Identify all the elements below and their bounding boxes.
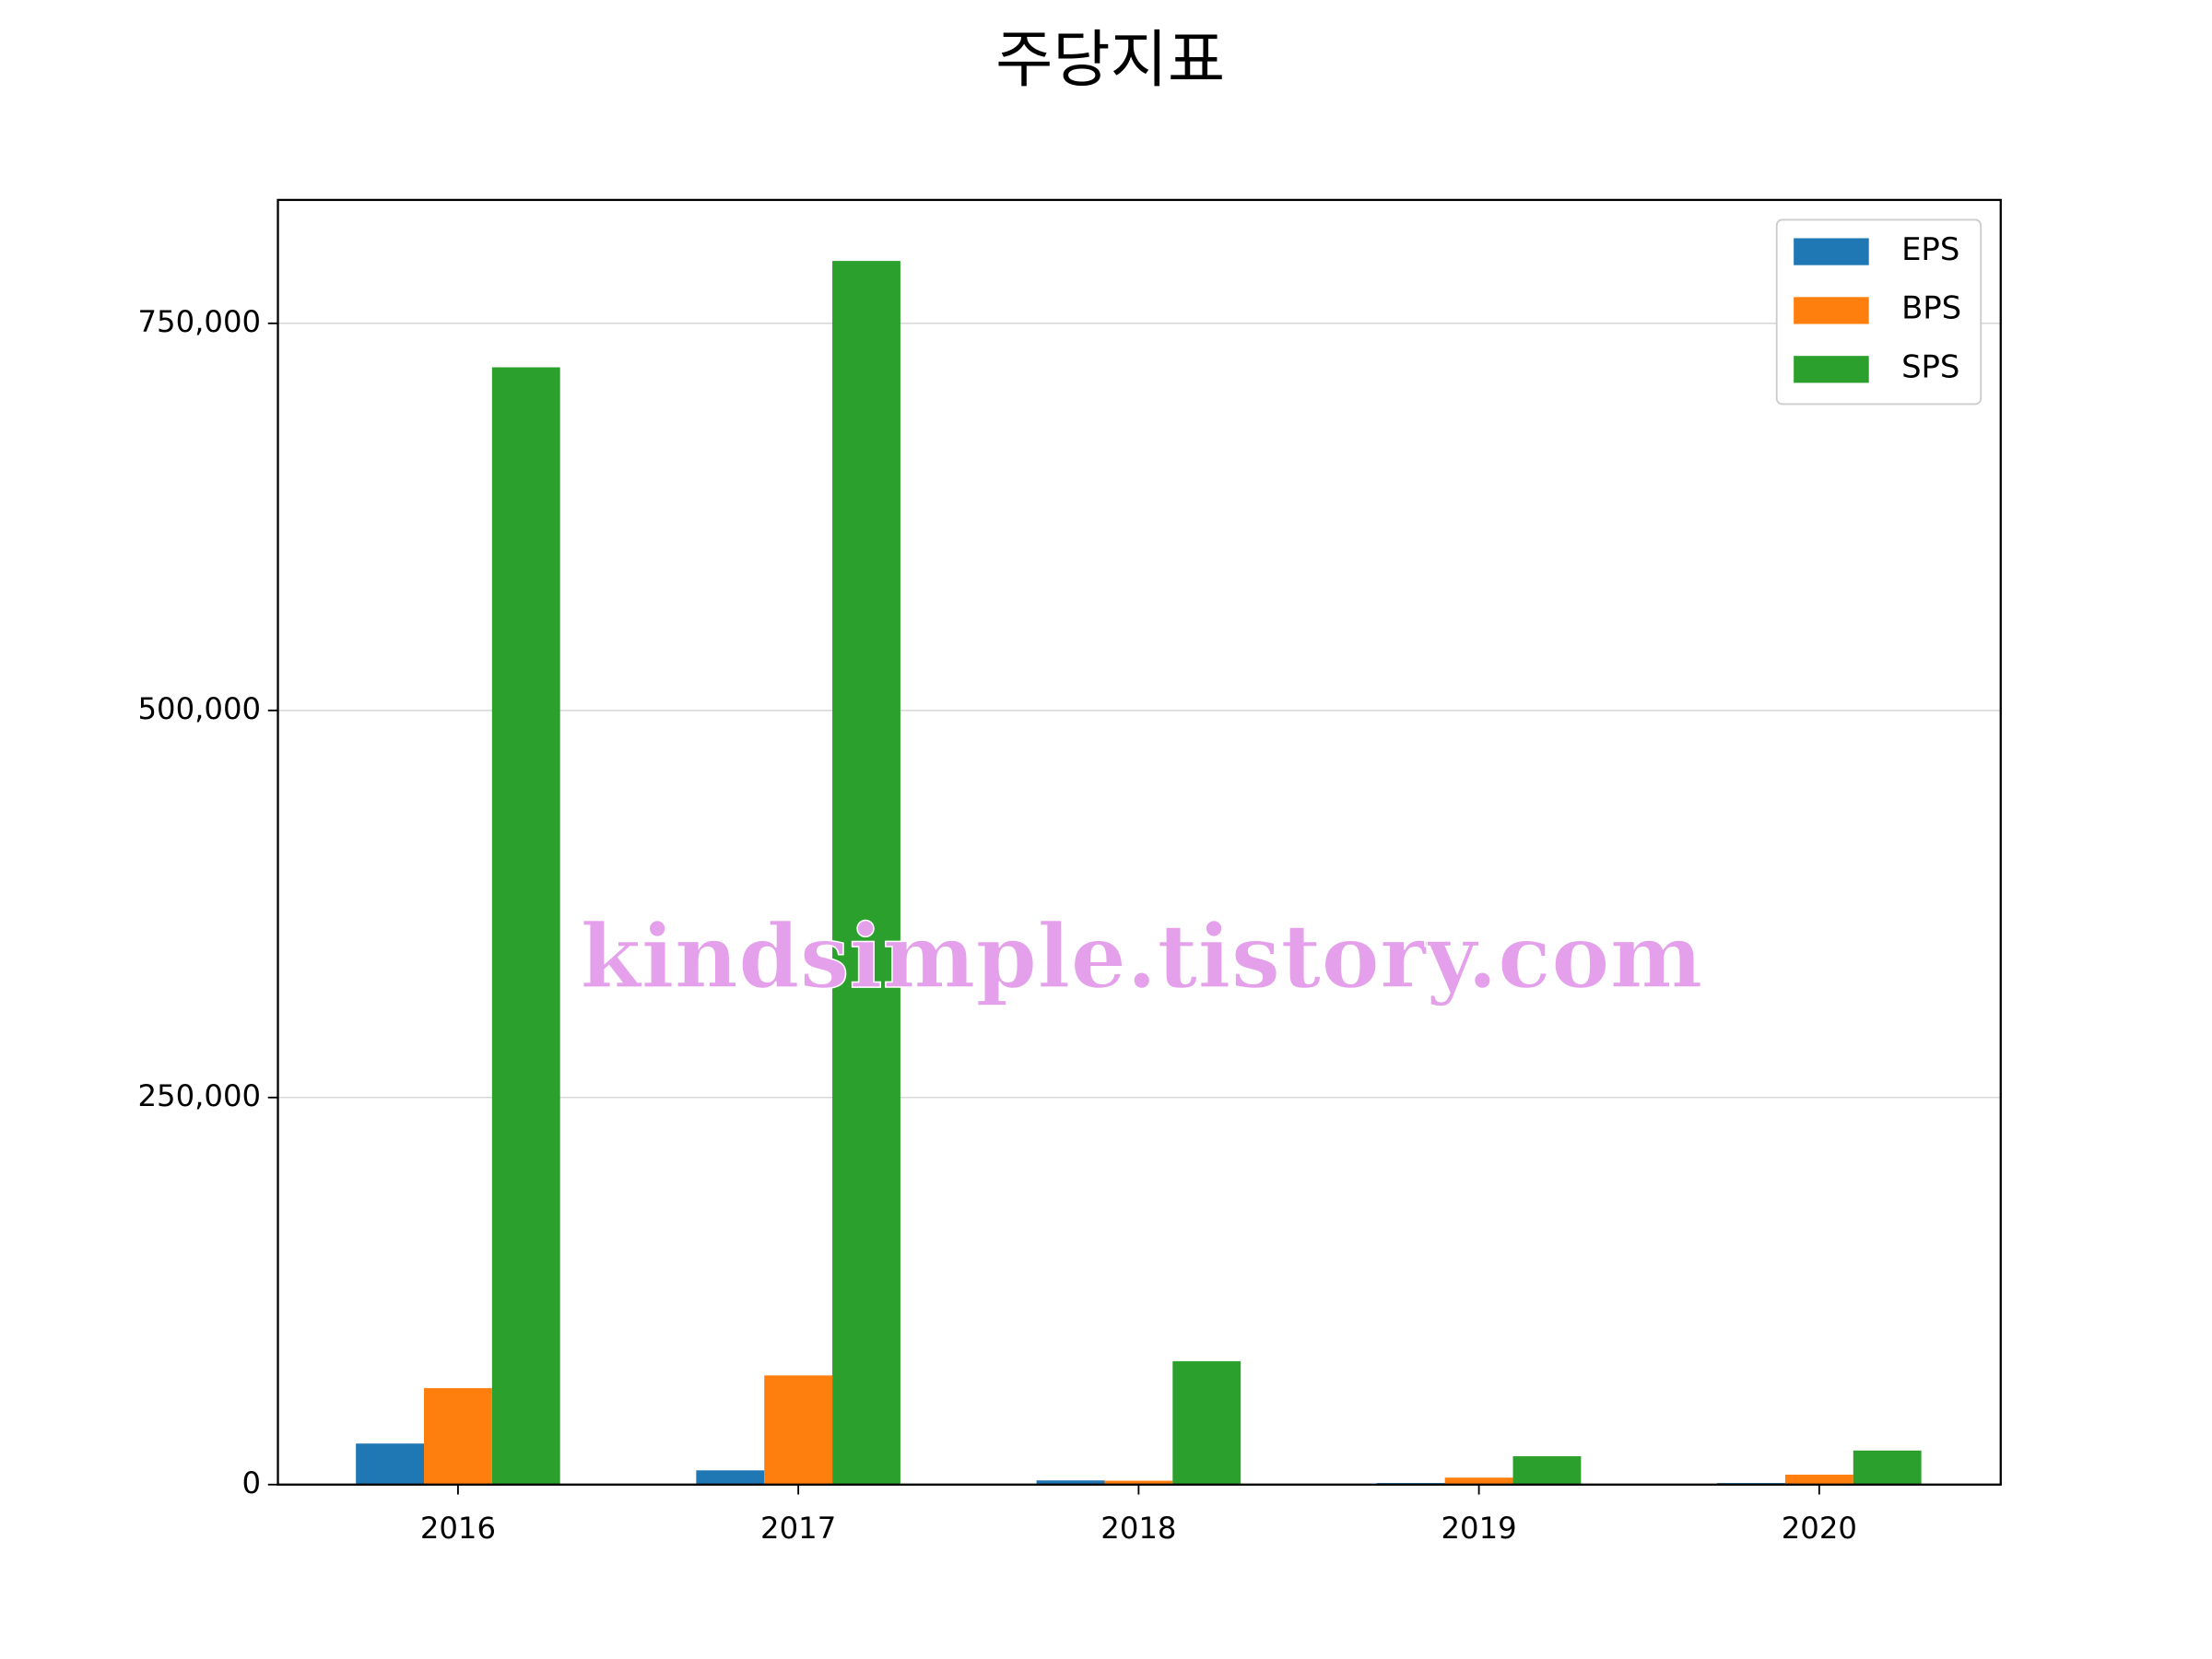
x-tick-label: 2017: [760, 1511, 836, 1546]
y-tick-label: 250,000: [138, 1078, 262, 1113]
legend-label: BPS: [1901, 290, 1961, 326]
legend-swatch: [1794, 297, 1869, 324]
x-tick-label: 2019: [1441, 1511, 1517, 1546]
watermark: kindsimple.tistory.com: [580, 905, 1702, 1008]
y-tick-label: 750,000: [138, 304, 262, 339]
bar: [1104, 1480, 1173, 1485]
x-tick-label: 2016: [420, 1511, 496, 1546]
bar: [356, 1443, 424, 1485]
bar: [424, 1388, 492, 1485]
bar: [1853, 1450, 1922, 1485]
legend-swatch: [1794, 356, 1869, 383]
bar: [491, 367, 560, 1485]
bar: [1036, 1480, 1105, 1485]
y-tick-label: 0: [242, 1465, 262, 1500]
plot-frame: [276, 198, 2002, 1486]
bar: [1512, 1456, 1582, 1485]
chart-title: 주당지표: [995, 23, 1225, 96]
bar: [764, 1375, 833, 1485]
bar: [832, 261, 900, 1485]
legend-label: SPS: [1901, 349, 1959, 385]
bar: [696, 1470, 765, 1485]
x-tick-label: 2020: [1782, 1511, 1857, 1546]
bar: [1784, 1475, 1853, 1485]
legend-swatch: [1794, 238, 1869, 265]
legend-label: EPS: [1901, 231, 1959, 267]
x-tick-label: 2018: [1100, 1511, 1176, 1546]
bar: [1172, 1360, 1241, 1485]
bar: [1444, 1477, 1513, 1485]
y-tick-label: 500,000: [138, 691, 262, 726]
